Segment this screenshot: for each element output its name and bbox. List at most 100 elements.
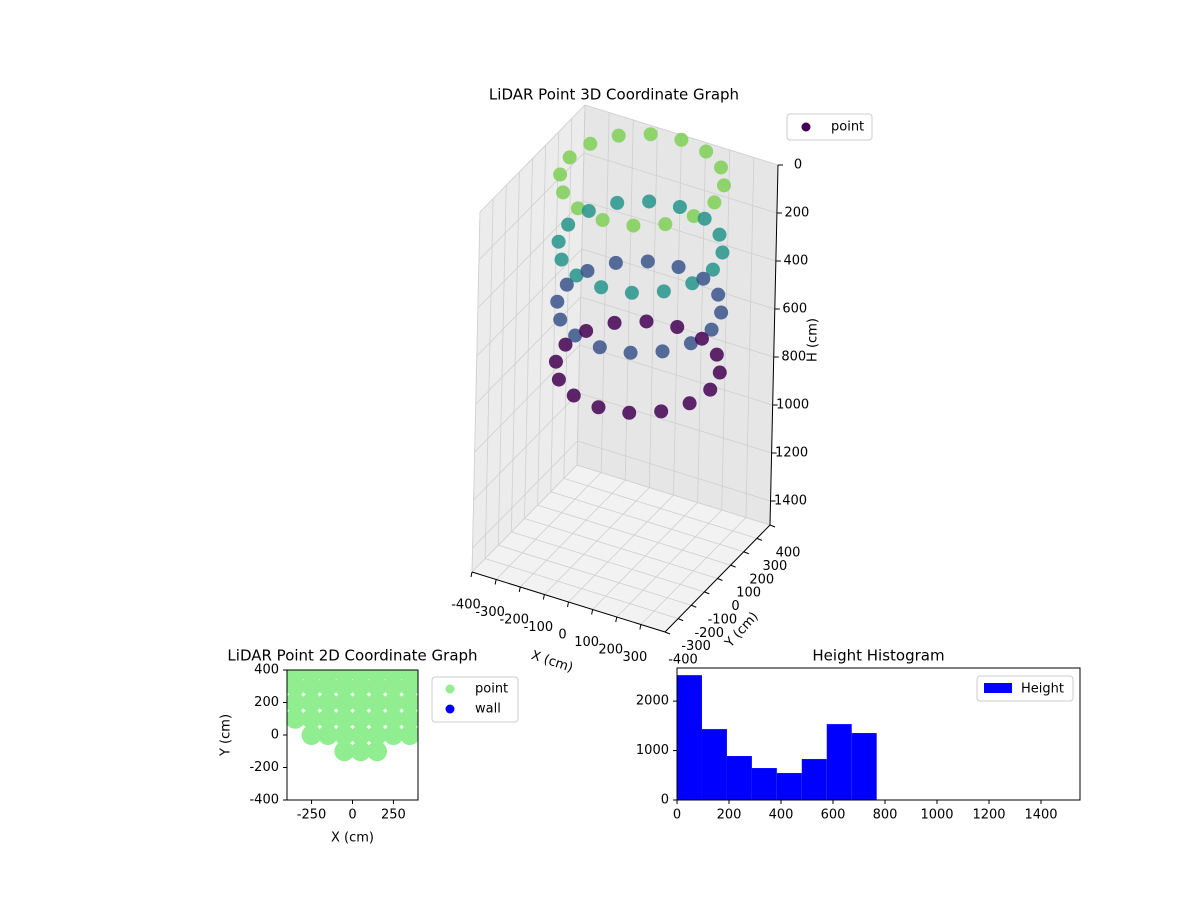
y-tick-mark: [677, 618, 684, 622]
point: [383, 692, 404, 713]
chart-title: LiDAR Point 2D Coordinate Graph: [227, 647, 477, 665]
x-tick-mark: [494, 579, 497, 585]
point: [350, 692, 371, 713]
x-tick-mark: [591, 609, 594, 615]
x-tick-mark: [518, 586, 521, 593]
point: [383, 708, 404, 729]
point: [367, 708, 388, 729]
y-tick-label: 200: [749, 572, 774, 587]
point: [568, 328, 583, 343]
grid-line: [471, 211, 481, 573]
point: [583, 136, 598, 151]
point: [624, 285, 639, 300]
axes-frame: [676, 667, 1081, 801]
x-tick-label: 1400: [1024, 808, 1057, 823]
y-tick-label: -300: [681, 639, 711, 654]
x-tick-label: 1200: [972, 808, 1005, 823]
point: [334, 708, 355, 729]
point: [580, 263, 595, 278]
point: [610, 195, 625, 210]
legend-marker: [445, 684, 455, 694]
point: [682, 396, 697, 411]
y-tick-label: -200: [694, 626, 724, 641]
point: [287, 692, 306, 713]
point: [554, 252, 569, 267]
x-tick-label: 600: [821, 808, 846, 823]
y-tick-mark: [717, 578, 723, 581]
grid-line: [624, 119, 634, 481]
x-tick-label: 1000: [920, 808, 953, 823]
grid-line: [472, 440, 578, 549]
point: [550, 294, 565, 309]
point: [399, 670, 418, 684]
z-tick-label: 200: [785, 206, 810, 221]
point: [694, 331, 709, 346]
point: [317, 692, 338, 713]
point: [611, 128, 626, 143]
grid-line: [745, 157, 755, 518]
point: [594, 280, 609, 295]
point: [301, 708, 322, 729]
z-tick-label: 1200: [775, 446, 808, 461]
legend-marker: [445, 704, 455, 714]
point: [705, 262, 720, 277]
legend-box: [431, 676, 519, 723]
point: [570, 201, 585, 216]
point: [712, 365, 727, 380]
y-axis: [664, 524, 771, 633]
grid-line: [524, 158, 533, 519]
x-tick-label: 200: [717, 808, 742, 823]
point: [656, 284, 671, 299]
y-tick-label: -100: [708, 612, 738, 627]
grid-line: [579, 344, 773, 406]
y-tick-label: -400: [249, 793, 279, 808]
point: [350, 670, 371, 684]
grid-line: [721, 149, 731, 511]
grid-line: [479, 104, 586, 213]
grid-line: [485, 558, 679, 620]
legend-label: wall: [475, 702, 501, 717]
z-tick-label: 400: [783, 254, 808, 269]
point: [686, 209, 701, 224]
z-tick-label: 800: [781, 350, 806, 365]
grid-line: [478, 152, 585, 261]
x-tick-label: -250: [297, 808, 327, 823]
y-tick-label: 200: [254, 695, 279, 710]
point: [712, 227, 727, 242]
grid-line: [582, 200, 776, 262]
x-tick-label: 0: [348, 808, 356, 823]
chart-title: LiDAR Point 3D Coordinate Graph: [489, 86, 739, 104]
point: [334, 725, 355, 745]
grid-line: [524, 518, 718, 579]
z-tick-label: 0: [794, 158, 802, 173]
x-tick-label: 300: [622, 650, 647, 665]
y-tick-label: -400: [668, 653, 698, 668]
y-tick-label: 0: [271, 728, 279, 743]
point: [561, 217, 576, 232]
grid-line: [576, 104, 586, 466]
point: [639, 314, 654, 329]
point: [699, 144, 714, 159]
point: [350, 708, 371, 729]
x-tick-label: 200: [598, 643, 623, 658]
point: [559, 277, 574, 292]
x-tick-label: -300: [475, 605, 505, 620]
y-tick-mark: [730, 564, 736, 568]
y-tick-label: 100: [736, 586, 761, 601]
x-axis-label: X (cm): [331, 831, 374, 846]
point: [301, 725, 322, 745]
point: [334, 670, 355, 684]
histogram-bar: [677, 675, 702, 800]
point: [367, 741, 388, 762]
y-tick-label: 0: [661, 793, 669, 808]
grid-line: [697, 142, 707, 503]
z-tick-label: 1400: [774, 494, 807, 509]
grid-line: [576, 464, 771, 526]
point: [683, 336, 698, 351]
point: [383, 725, 404, 745]
point: [556, 185, 571, 200]
grid-line: [550, 491, 744, 553]
point: [707, 195, 722, 210]
point: [655, 344, 670, 359]
